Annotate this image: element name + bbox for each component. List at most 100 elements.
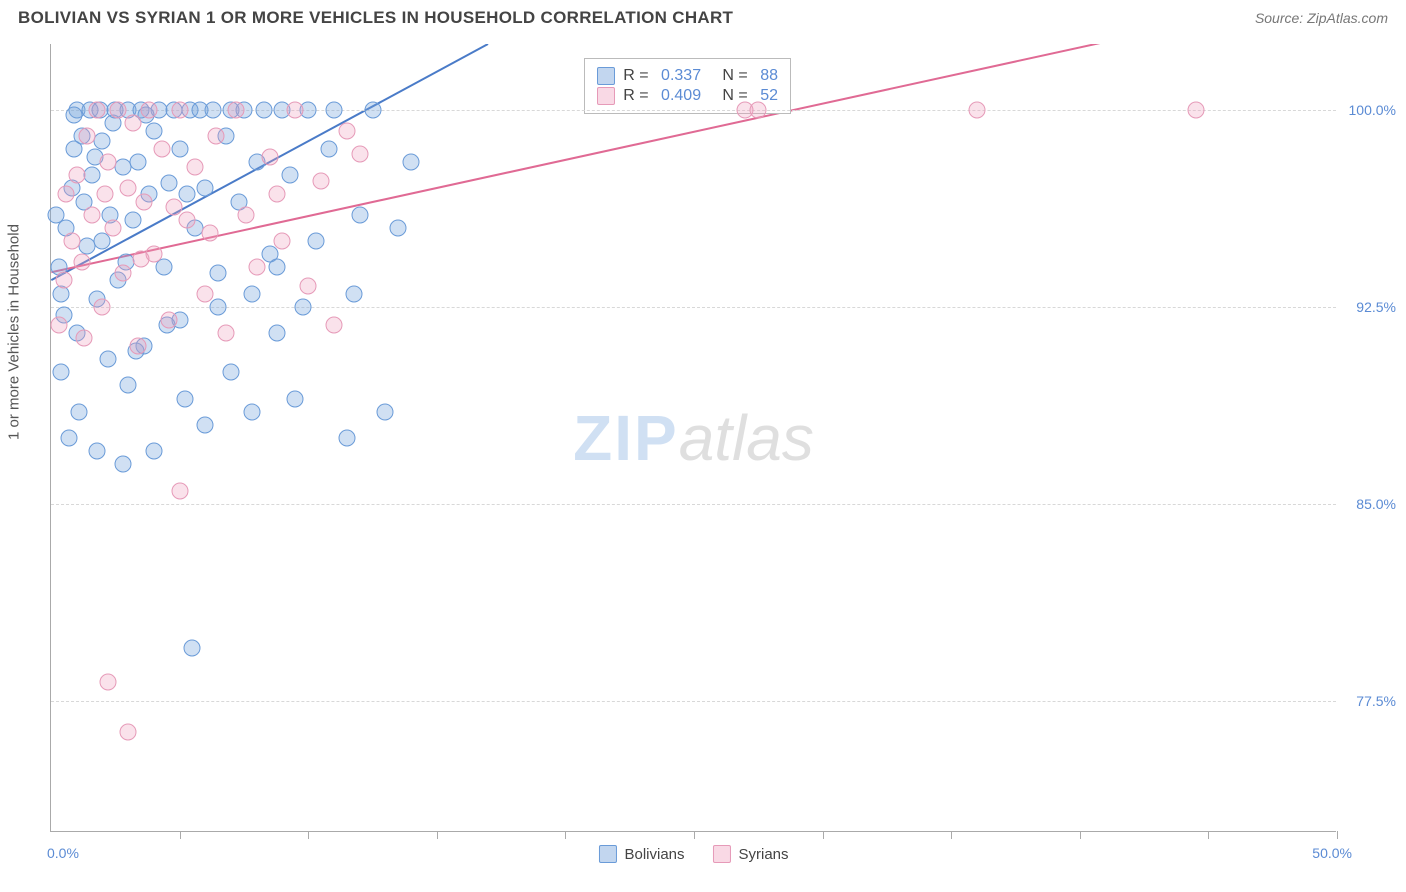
trend-lines — [51, 44, 1336, 831]
data-point — [377, 403, 394, 420]
data-point — [338, 122, 355, 139]
data-point — [171, 141, 188, 158]
data-point — [99, 154, 116, 171]
data-point — [66, 106, 83, 123]
chart-title: BOLIVIAN VS SYRIAN 1 OR MORE VEHICLES IN… — [18, 8, 733, 28]
data-point — [313, 172, 330, 189]
x-tick — [1080, 831, 1081, 839]
data-point — [161, 175, 178, 192]
data-point — [184, 640, 201, 657]
data-point — [120, 724, 137, 741]
data-point — [115, 456, 132, 473]
data-point — [325, 101, 342, 118]
data-point — [269, 259, 286, 276]
x-tick-label: 0.0% — [47, 845, 79, 861]
data-point — [166, 198, 183, 215]
data-point — [145, 443, 162, 460]
data-point — [84, 167, 101, 184]
data-point — [99, 674, 116, 691]
source-attribution: Source: ZipAtlas.com — [1255, 10, 1388, 26]
data-point — [256, 101, 273, 118]
data-point — [179, 185, 196, 202]
data-point — [197, 285, 214, 302]
data-point — [346, 285, 363, 302]
y-tick-label: 92.5% — [1356, 299, 1396, 315]
swatch-icon — [597, 87, 615, 105]
data-point — [248, 259, 265, 276]
data-point — [287, 390, 304, 407]
data-point — [94, 298, 111, 315]
scatter-chart: ZIPatlas R = 0.337 N = 88R = 0.409 N = 5… — [50, 44, 1336, 832]
gridline — [51, 701, 1336, 702]
swatch-icon — [597, 67, 615, 85]
gridline — [51, 307, 1336, 308]
data-point — [140, 101, 157, 118]
series-legend: Bolivians Syrians — [598, 845, 788, 863]
data-point — [61, 430, 78, 447]
data-point — [71, 403, 88, 420]
data-point — [238, 206, 255, 223]
data-point — [274, 233, 291, 250]
data-point — [130, 338, 147, 355]
data-point — [205, 101, 222, 118]
data-point — [55, 272, 72, 289]
data-point — [269, 185, 286, 202]
data-point — [210, 298, 227, 315]
y-tick-label: 85.0% — [1356, 496, 1396, 512]
data-point — [89, 443, 106, 460]
x-tick — [1208, 831, 1209, 839]
y-tick-label: 77.5% — [1356, 693, 1396, 709]
data-point — [307, 233, 324, 250]
x-tick — [1337, 831, 1338, 839]
data-point — [1187, 101, 1204, 118]
data-point — [202, 225, 219, 242]
data-point — [84, 206, 101, 223]
data-point — [223, 364, 240, 381]
data-point — [48, 206, 65, 223]
data-point — [76, 330, 93, 347]
data-point — [161, 311, 178, 328]
data-point — [135, 193, 152, 210]
data-point — [282, 167, 299, 184]
data-point — [73, 254, 90, 271]
data-point — [300, 277, 317, 294]
data-point — [53, 364, 70, 381]
data-point — [338, 430, 355, 447]
legend-label: Bolivians — [624, 846, 684, 863]
data-point — [120, 180, 137, 197]
data-point — [179, 211, 196, 228]
x-tick — [180, 831, 181, 839]
data-point — [153, 141, 170, 158]
data-point — [68, 167, 85, 184]
data-point — [243, 403, 260, 420]
stats-legend-row: R = 0.337 N = 88 — [597, 67, 778, 85]
data-point — [99, 351, 116, 368]
data-point — [89, 101, 106, 118]
y-tick-label: 100.0% — [1349, 102, 1396, 118]
data-point — [228, 101, 245, 118]
x-tick — [951, 831, 952, 839]
legend-item-syrians: Syrians — [713, 845, 789, 863]
data-point — [79, 238, 96, 255]
data-point — [145, 122, 162, 139]
data-point — [125, 114, 142, 131]
data-point — [120, 377, 137, 394]
data-point — [269, 324, 286, 341]
data-point — [171, 101, 188, 118]
data-point — [968, 101, 985, 118]
data-point — [104, 219, 121, 236]
gridline — [51, 504, 1336, 505]
data-point — [320, 141, 337, 158]
legend-item-bolivians: Bolivians — [598, 845, 684, 863]
data-point — [351, 146, 368, 163]
data-point — [351, 206, 368, 223]
data-point — [171, 482, 188, 499]
data-point — [79, 127, 96, 144]
data-point — [207, 127, 224, 144]
data-point — [210, 264, 227, 281]
data-point — [295, 298, 312, 315]
x-tick — [308, 831, 309, 839]
data-point — [261, 148, 278, 165]
data-point — [125, 211, 142, 228]
data-point — [187, 159, 204, 176]
